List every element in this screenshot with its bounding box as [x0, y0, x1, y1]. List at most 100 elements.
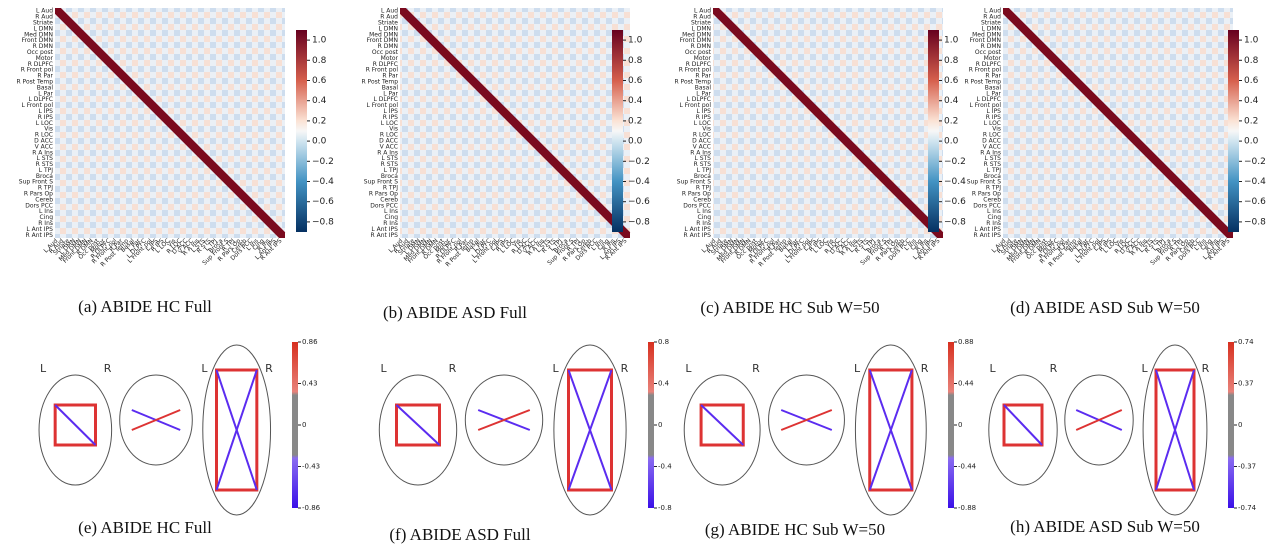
row-label: L Par	[38, 90, 53, 97]
colorbar	[292, 342, 298, 508]
brain-outline	[1142, 344, 1208, 516]
row-label: R TPJ	[383, 185, 398, 192]
brain-edges	[1003, 404, 1043, 446]
row-label: Basal	[37, 84, 54, 91]
row-label: R A Ins	[690, 149, 711, 156]
colorbar-tick-label: 0.6	[944, 76, 959, 86]
row-label: L Front pol	[970, 102, 1002, 109]
row-label: D ACC	[982, 137, 1001, 144]
row-label: D ACC	[34, 137, 53, 144]
hemisphere-label: R	[449, 362, 457, 375]
colorbar-tick-label: 0.4	[658, 380, 670, 388]
colorbar-tick-label: 0.4	[312, 96, 327, 106]
row-label: Cereb	[983, 196, 1001, 203]
row-label: Cereb	[380, 196, 398, 203]
row-label: L LOC	[36, 120, 53, 127]
row-label: L STS	[36, 155, 53, 162]
colorbar-tick-label: −0.8	[312, 217, 334, 227]
colorbar-tick-label: 0.37	[1238, 380, 1254, 388]
hemisphere-label: R	[621, 362, 629, 375]
row-label: Vis	[389, 126, 398, 133]
row-label: R Front pol	[969, 67, 1002, 74]
brain-outline	[553, 344, 627, 516]
colorbar-tick-label: 0.4	[1244, 96, 1259, 106]
row-label: L LOC	[984, 120, 1001, 127]
row-label: L Front pol	[22, 102, 54, 109]
row-label: L DMN	[981, 25, 1001, 32]
caption: (b) ABIDE ASD Full	[383, 303, 527, 322]
row-label: R Ant IPS	[371, 232, 399, 239]
brain-edges	[780, 409, 833, 431]
colorbar	[612, 30, 623, 232]
row-label: L LOC	[694, 120, 711, 127]
row-label: Sup Front S	[364, 179, 398, 186]
row-label: L Par	[986, 90, 1001, 97]
row-label: Cereb	[693, 196, 711, 203]
row-label: L Ant IPS	[371, 226, 398, 233]
hemisphere-label: R	[1050, 362, 1058, 375]
brain-outline	[464, 374, 544, 466]
brain-edges	[53, 403, 97, 447]
colorbar-tick-label: −0.4	[944, 177, 966, 187]
row-label: Sup Front S	[677, 179, 711, 186]
colorbar-tick-label: 0.8	[1244, 56, 1259, 66]
brain-edges	[868, 368, 914, 492]
row-label: Broca	[381, 173, 398, 180]
hemisphere-label: L	[1142, 362, 1149, 375]
row-label: R Aud	[35, 14, 53, 21]
row-label: R DLPFC	[976, 61, 1001, 68]
row-label: R A Ins	[980, 149, 1001, 156]
colorbar-tick-label: 0.8	[628, 56, 643, 66]
row-label: Basal	[695, 84, 712, 91]
row-label: L TPJ	[39, 167, 54, 174]
brain-views	[378, 344, 627, 516]
row-label: Broca	[984, 173, 1001, 180]
colorbar-tick-label: 0.8	[658, 338, 669, 346]
colorbar	[1228, 342, 1234, 508]
colorbar	[296, 30, 307, 232]
brain-views	[38, 344, 272, 516]
row-label: L DLPFC	[374, 96, 398, 103]
colorbar-tick-label: 0.43	[302, 380, 318, 388]
colorbar-tick-label: −0.2	[1244, 157, 1266, 167]
colorbar-tick-label: −0.2	[944, 157, 966, 167]
row-label: R Ins	[383, 220, 398, 227]
colorbar-tick-label: −0.6	[312, 197, 334, 207]
row-label: R TPJ	[38, 185, 53, 192]
row-label: Broca	[694, 173, 711, 180]
row-label: Motor	[984, 55, 1002, 62]
row-label: R DMN	[378, 43, 398, 50]
row-label: R Ins	[696, 220, 711, 227]
colorbar-tick-label: 0.2	[944, 116, 958, 126]
colorbar-tick-label: −0.8	[1244, 217, 1266, 227]
row-label: L DLPFC	[687, 96, 711, 103]
colorbar-tick-label: −0.2	[628, 157, 650, 167]
colorbar-tick-label: −0.6	[944, 197, 966, 207]
colorbar-tick-label: 0.88	[958, 338, 974, 346]
row-label: L DMN	[33, 25, 53, 32]
row-label: L Aud	[381, 8, 398, 15]
brain-edges	[868, 369, 913, 491]
row-label: Cing	[40, 214, 54, 221]
row-label: L IPS	[987, 108, 1002, 115]
row-label: R DLPFC	[373, 61, 398, 68]
row-label: R LOC	[693, 132, 711, 139]
row-label: R DMN	[691, 43, 711, 50]
brain-outline	[1064, 374, 1134, 466]
row-label: Front DMN	[367, 37, 398, 44]
colorbar-tick-label: 0.2	[628, 116, 642, 126]
row-label: Occ post	[685, 49, 712, 56]
colorbar-tick-label: −0.4	[312, 177, 334, 187]
row-label: L IPS	[384, 108, 399, 115]
colorbar	[1228, 30, 1239, 232]
row-label: R Post Temp	[964, 78, 1001, 85]
row-label: Striate	[691, 20, 711, 27]
row-label: D ACC	[379, 137, 398, 144]
colorbar	[948, 342, 954, 508]
brain-edges	[699, 403, 745, 447]
colorbar-tick-label: −0.6	[1244, 197, 1266, 207]
brain-edges	[131, 409, 181, 431]
colorbar-tick-label: 0.0	[312, 137, 327, 147]
colorbar-tick-label: 0	[1238, 421, 1242, 429]
